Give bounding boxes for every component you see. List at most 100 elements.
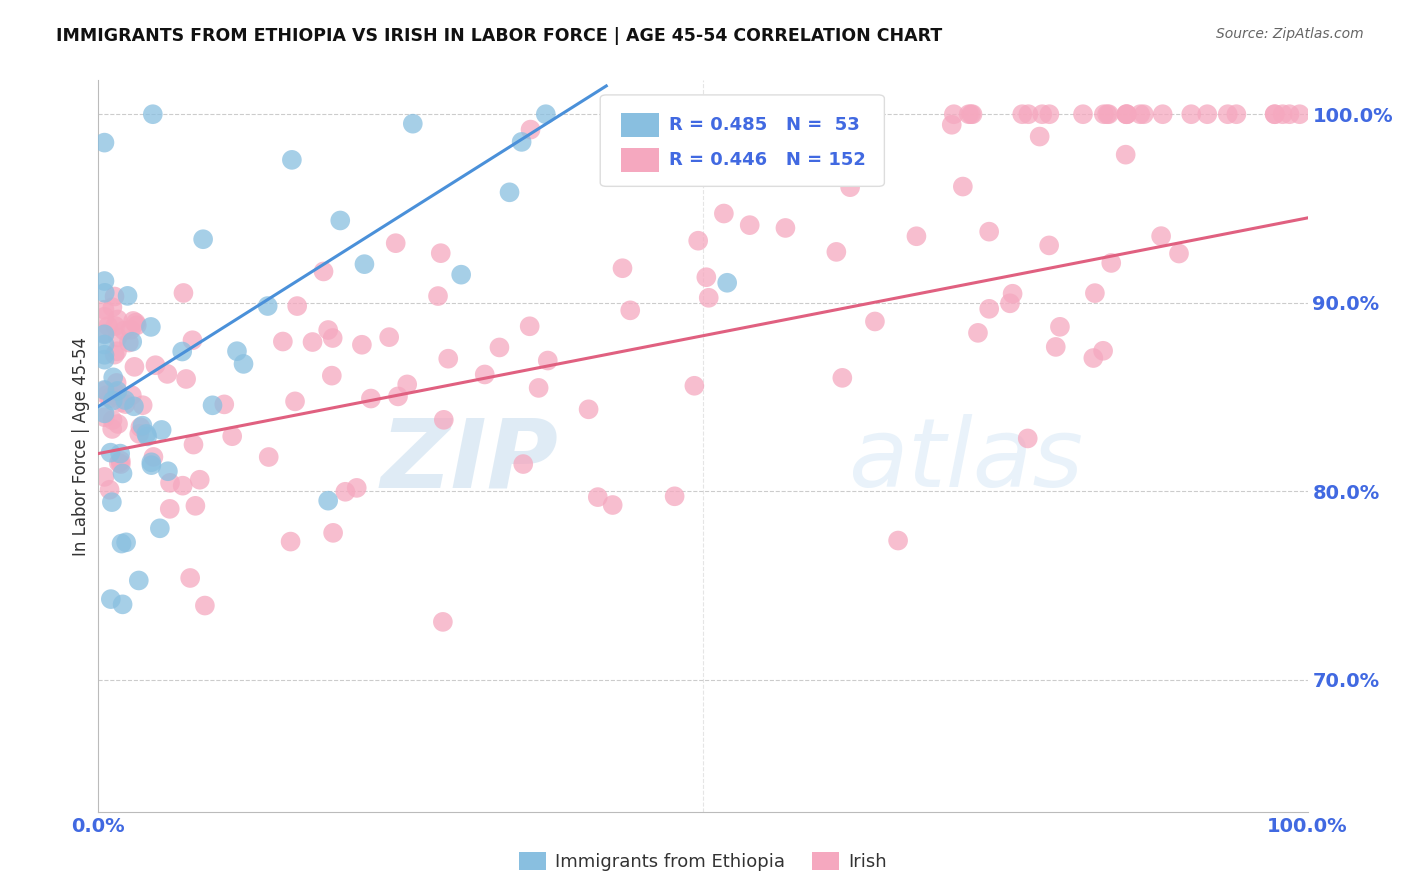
Point <box>1017 432 1039 446</box>
Point <box>93 406 115 420</box>
Point <box>437 351 460 366</box>
Point <box>301 334 323 349</box>
Point <box>117 289 139 303</box>
Point <box>433 413 456 427</box>
Point <box>104 348 127 362</box>
Point <box>697 291 720 305</box>
Point <box>145 358 167 372</box>
Point <box>1011 107 1033 121</box>
Point <box>122 314 145 328</box>
Point <box>322 525 344 540</box>
Point <box>510 135 533 149</box>
Point <box>232 357 254 371</box>
Point <box>271 334 294 349</box>
Point <box>108 447 131 461</box>
Point <box>114 393 136 408</box>
Point <box>93 352 115 367</box>
Point <box>179 571 201 585</box>
Point <box>111 467 134 481</box>
Point <box>312 264 335 278</box>
Point <box>1150 229 1173 244</box>
Point <box>979 301 1001 316</box>
Point <box>108 456 131 470</box>
Point <box>498 186 520 200</box>
Point <box>396 377 419 392</box>
Point <box>103 370 125 384</box>
Point <box>100 389 122 403</box>
Point <box>111 598 134 612</box>
Point <box>602 498 624 512</box>
Point <box>181 333 204 347</box>
Point <box>191 232 214 246</box>
Point <box>281 153 304 167</box>
Point <box>93 348 115 362</box>
Point <box>905 229 928 244</box>
Point <box>93 136 115 150</box>
FancyBboxPatch shape <box>600 95 884 186</box>
Point <box>93 470 115 484</box>
Point <box>128 574 150 588</box>
Point <box>93 327 115 342</box>
Point <box>1264 107 1286 121</box>
Point <box>322 331 344 345</box>
Point <box>346 481 368 495</box>
Point <box>384 236 406 251</box>
Point <box>683 378 706 392</box>
Point <box>107 312 129 326</box>
Point <box>432 615 454 629</box>
Text: R = 0.446   N = 152: R = 0.446 N = 152 <box>669 151 866 169</box>
Point <box>114 397 136 411</box>
Point <box>120 323 142 337</box>
Point <box>194 599 217 613</box>
Point <box>142 450 165 464</box>
Point <box>257 450 280 464</box>
Point <box>1028 129 1050 144</box>
Point <box>110 457 132 471</box>
Point <box>1129 107 1152 121</box>
Point <box>122 399 145 413</box>
Point <box>738 218 761 232</box>
Point <box>129 420 152 434</box>
Point <box>1092 107 1115 121</box>
Point <box>952 179 974 194</box>
Point <box>110 454 132 468</box>
Point <box>121 334 143 349</box>
Text: ZIP: ZIP <box>380 414 558 508</box>
Point <box>183 437 205 451</box>
Point <box>135 426 157 441</box>
Point <box>1271 107 1294 121</box>
Point <box>214 397 236 411</box>
Point <box>256 299 278 313</box>
Point <box>172 478 194 492</box>
Point <box>139 319 162 334</box>
Point <box>519 122 541 136</box>
Point <box>941 118 963 132</box>
Point <box>1278 107 1301 121</box>
Point <box>131 398 153 412</box>
Point <box>534 107 557 121</box>
Point <box>488 341 510 355</box>
Point <box>1092 343 1115 358</box>
Point <box>100 445 122 459</box>
Point <box>1115 147 1137 161</box>
Point <box>142 107 165 121</box>
Point <box>104 385 127 400</box>
Text: atlas: atlas <box>848 414 1083 508</box>
Point <box>578 402 600 417</box>
Point <box>752 107 775 121</box>
Point <box>107 417 129 431</box>
Point <box>1098 107 1121 121</box>
Point <box>97 319 120 334</box>
Point <box>159 501 181 516</box>
Point <box>1071 107 1094 121</box>
Point <box>979 225 1001 239</box>
Point <box>93 274 115 288</box>
Bar <box>621 148 659 171</box>
Point <box>775 221 797 235</box>
Point <box>755 150 778 164</box>
Point <box>998 296 1021 310</box>
Point <box>1288 107 1310 121</box>
Point <box>105 376 128 390</box>
Point <box>1225 107 1247 121</box>
Point <box>957 107 980 121</box>
